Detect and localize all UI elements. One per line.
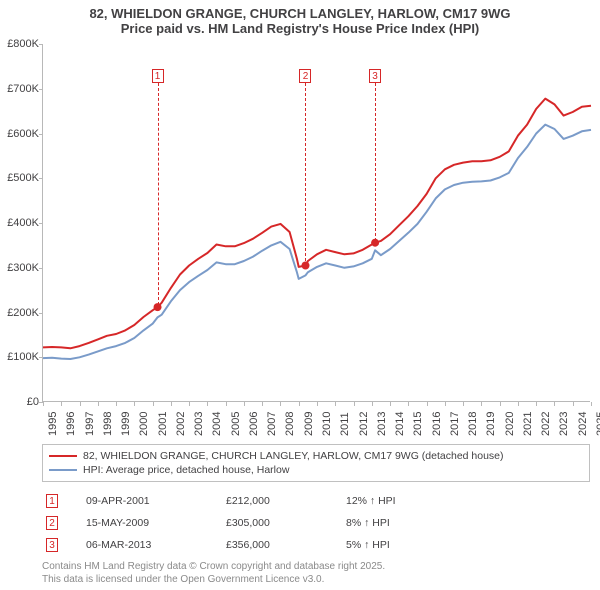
footer-line1: Contains HM Land Registry data © Crown c… xyxy=(42,561,590,574)
event-price: £212,000 xyxy=(226,495,346,507)
legend-swatch xyxy=(49,455,77,457)
y-tick-label: £500K xyxy=(1,172,39,184)
x-tick-label: 2018 xyxy=(467,412,479,436)
legend-label: 82, WHIELDON GRANGE, CHURCH LANGLEY, HAR… xyxy=(83,450,504,462)
x-tick-label: 1995 xyxy=(47,412,59,436)
x-tick-label: 2025 xyxy=(595,412,600,436)
events-row: 306-MAR-2013£356,0005% ↑ HPI xyxy=(42,534,590,556)
event-price: £356,000 xyxy=(226,539,346,551)
event-date: 06-MAR-2013 xyxy=(58,539,226,551)
event-hpi: 5% ↑ HPI xyxy=(346,539,466,551)
x-tick-label: 2003 xyxy=(193,412,205,436)
x-tick-label: 1998 xyxy=(102,412,114,436)
events-row: 215-MAY-2009£305,0008% ↑ HPI xyxy=(42,512,590,534)
y-tick-label: £600K xyxy=(1,128,39,140)
x-tick-label: 2002 xyxy=(175,412,187,436)
title-line1: 82, WHIELDON GRANGE, CHURCH LANGLEY, HAR… xyxy=(0,6,600,21)
footer-line2: This data is licensed under the Open Gov… xyxy=(42,574,590,587)
y-tick-label: £200K xyxy=(1,307,39,319)
x-tick-label: 2010 xyxy=(321,412,333,436)
event-badge: 3 xyxy=(46,538,58,552)
events-table: 109-APR-2001£212,00012% ↑ HPI215-MAY-200… xyxy=(42,490,590,556)
x-tick-label: 2013 xyxy=(376,412,388,436)
x-tick-label: 2007 xyxy=(266,412,278,436)
event-price: £305,000 xyxy=(226,517,346,529)
series-line xyxy=(43,125,591,359)
chart-plot-area: £0£100K£200K£300K£400K£500K£600K£700K£80… xyxy=(42,44,590,402)
y-tick-label: £100K xyxy=(1,351,39,363)
event-marker: 1 xyxy=(152,69,164,83)
x-tick-label: 2000 xyxy=(138,412,150,436)
x-tick-label: 2015 xyxy=(412,412,424,436)
legend-row: 82, WHIELDON GRANGE, CHURCH LANGLEY, HAR… xyxy=(49,449,583,463)
chart-svg xyxy=(43,44,590,401)
x-tick-label: 2016 xyxy=(431,412,443,436)
legend-row: HPI: Average price, detached house, Harl… xyxy=(49,463,583,477)
x-tick-label: 2021 xyxy=(522,412,534,436)
series-line xyxy=(43,99,591,349)
x-tick-label: 1997 xyxy=(84,412,96,436)
x-tick-label: 2022 xyxy=(540,412,552,436)
legend-label: HPI: Average price, detached house, Harl… xyxy=(83,464,289,476)
event-marker: 2 xyxy=(299,69,311,83)
y-tick-label: £800K xyxy=(1,38,39,50)
event-date: 15-MAY-2009 xyxy=(58,517,226,529)
footer-attribution: Contains HM Land Registry data © Crown c… xyxy=(42,561,590,586)
events-row: 109-APR-2001£212,00012% ↑ HPI xyxy=(42,490,590,512)
chart-container: 82, WHIELDON GRANGE, CHURCH LANGLEY, HAR… xyxy=(0,0,600,590)
event-badge: 2 xyxy=(46,516,58,530)
x-tick-label: 2023 xyxy=(558,412,570,436)
x-tick-label: 2004 xyxy=(211,412,223,436)
x-tick-label: 2014 xyxy=(394,412,406,436)
x-tick-label: 2006 xyxy=(248,412,260,436)
event-badge: 1 xyxy=(46,494,58,508)
x-tick-label: 1999 xyxy=(120,412,132,436)
x-tick-label: 2011 xyxy=(339,412,351,436)
event-date: 09-APR-2001 xyxy=(58,495,226,507)
title-line2: Price paid vs. HM Land Registry's House … xyxy=(0,21,600,36)
x-tick-label: 2009 xyxy=(303,412,315,436)
x-tick-label: 2019 xyxy=(485,412,497,436)
x-tick-label: 1996 xyxy=(65,412,77,436)
x-tick-label: 2012 xyxy=(358,412,370,436)
y-tick-label: £0 xyxy=(1,396,39,408)
x-tick-label: 2001 xyxy=(157,412,169,436)
event-hpi: 8% ↑ HPI xyxy=(346,517,466,529)
event-marker: 3 xyxy=(369,69,381,83)
x-tick-label: 2017 xyxy=(449,412,461,436)
y-tick-label: £400K xyxy=(1,217,39,229)
chart-title: 82, WHIELDON GRANGE, CHURCH LANGLEY, HAR… xyxy=(0,0,600,36)
legend: 82, WHIELDON GRANGE, CHURCH LANGLEY, HAR… xyxy=(42,444,590,482)
x-tick-label: 2005 xyxy=(230,412,242,436)
x-tick-label: 2008 xyxy=(284,412,296,436)
legend-swatch xyxy=(49,469,77,471)
y-tick-label: £700K xyxy=(1,83,39,95)
x-tick-label: 2024 xyxy=(577,412,589,436)
y-tick-label: £300K xyxy=(1,262,39,274)
x-tick-label: 2020 xyxy=(504,412,516,436)
event-hpi: 12% ↑ HPI xyxy=(346,495,466,507)
